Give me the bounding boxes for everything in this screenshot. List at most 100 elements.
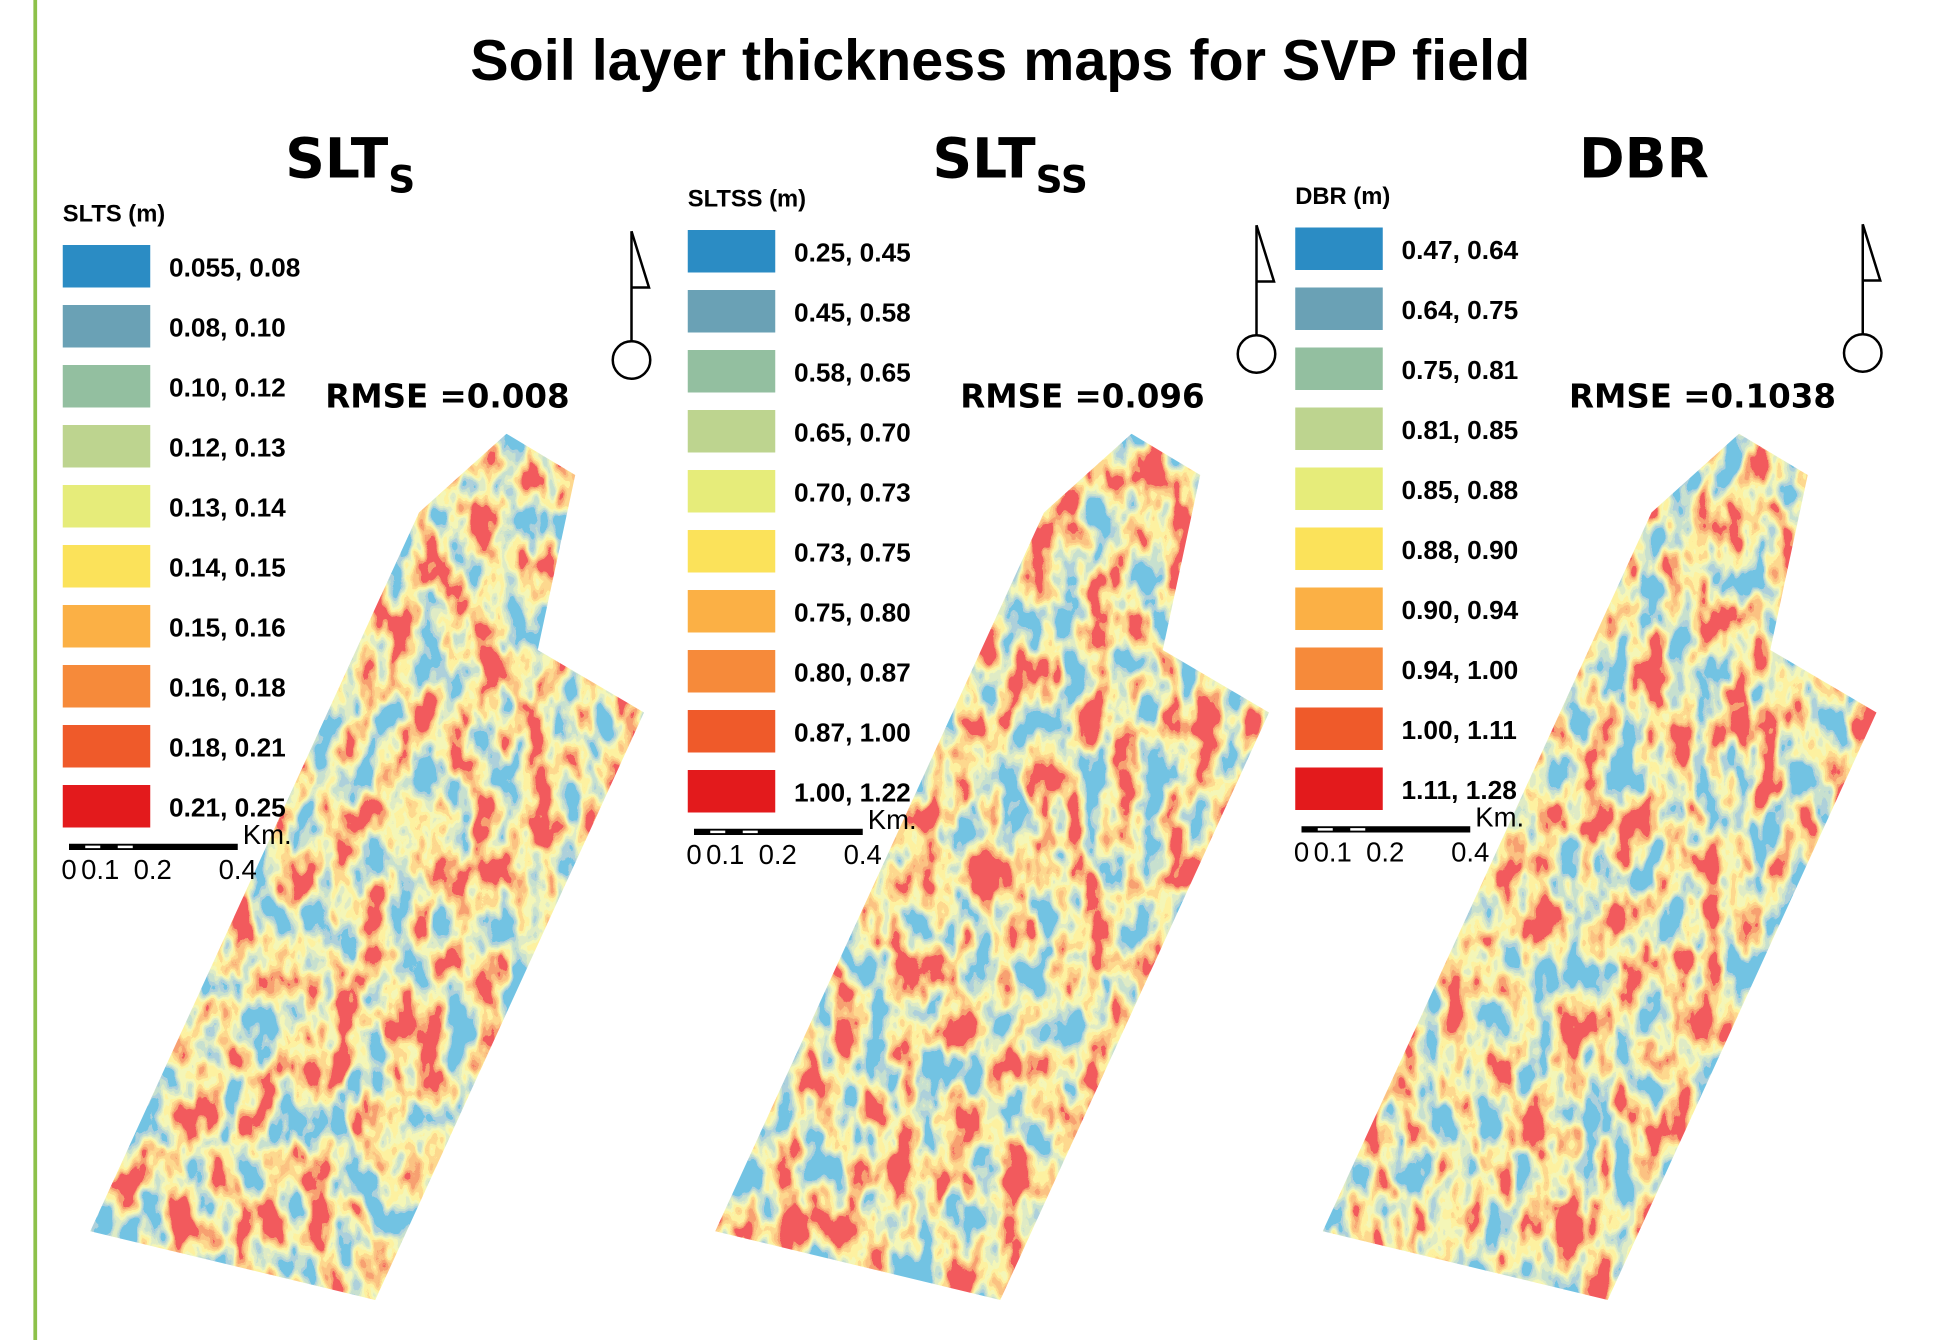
north-arrow-circle	[1844, 334, 1882, 372]
legend-swatch	[63, 305, 151, 348]
legend-title: SLTS (m)	[63, 200, 165, 227]
legend-label: 0.87, 1.00	[794, 717, 911, 747]
legend-label: 0.13, 0.14	[169, 492, 286, 522]
legend-swatch	[63, 785, 151, 828]
scale-label: 0	[61, 854, 76, 885]
legend-label: 0.055, 0.08	[169, 252, 300, 282]
legend-swatch	[63, 245, 151, 288]
legend-swatch	[688, 650, 776, 693]
figure-title: Soil layer thickness maps for SVP field	[470, 29, 1530, 93]
figure: Soil layer thickness maps for SVP field …	[0, 0, 1953, 1340]
legend-label: 0.70, 0.73	[794, 477, 911, 507]
scale-bar-gap	[118, 846, 133, 849]
legend-label: 0.88, 0.90	[1402, 535, 1519, 565]
scale-label: 0.2	[1366, 836, 1404, 867]
legend-swatch	[1295, 288, 1383, 331]
legend-label: 0.85, 0.88	[1402, 475, 1519, 505]
legend-swatch	[1295, 408, 1383, 451]
north-arrow-flag	[1257, 225, 1275, 281]
legend-swatch	[63, 425, 151, 468]
panel-heading: DBR	[1579, 127, 1709, 191]
legend-swatch	[1295, 468, 1383, 511]
scale-label: 0.1	[81, 854, 119, 885]
legend-label: 0.75, 0.81	[1402, 355, 1519, 385]
legend-label: 1.00, 1.11	[1402, 715, 1517, 745]
legend-swatch	[688, 710, 776, 753]
scale-label: 0.4	[219, 854, 257, 885]
scale-label: 0.4	[1451, 836, 1489, 867]
legend-label: 0.21, 0.25	[169, 792, 286, 822]
scale-bar-gap	[85, 846, 100, 849]
legend-swatch	[688, 530, 776, 573]
legend-label: 0.64, 0.75	[1402, 295, 1519, 325]
legend-swatch	[1295, 768, 1383, 811]
north-arrow-flag	[1863, 224, 1881, 280]
legend-label: 0.81, 0.85	[1402, 415, 1519, 445]
legend-swatch	[688, 230, 776, 273]
panel-heading: SLTS	[285, 127, 415, 202]
legend-label: 0.45, 0.58	[794, 297, 911, 327]
legend-swatch	[63, 545, 151, 588]
north-arrow-circle	[1238, 335, 1276, 373]
legend-label: 0.65, 0.70	[794, 417, 911, 447]
legend-swatch	[63, 485, 151, 528]
legend-label: 0.47, 0.64	[1402, 235, 1519, 265]
scale-unit: Km.	[868, 804, 917, 835]
legend-swatch	[688, 290, 776, 333]
legend-swatch	[1295, 528, 1383, 571]
legend-swatch	[1295, 348, 1383, 391]
legend-swatch	[1295, 588, 1383, 631]
legend-label: 0.14, 0.15	[169, 552, 286, 582]
scale-bar-gap	[1318, 828, 1333, 831]
scale-label: 0	[1294, 836, 1309, 867]
legend-swatch	[63, 605, 151, 648]
legend-label: 0.58, 0.65	[794, 357, 911, 387]
legend-label: 0.08, 0.10	[169, 312, 286, 342]
legend-label: 0.94, 1.00	[1402, 655, 1519, 685]
legend-label: 0.75, 0.80	[794, 597, 911, 627]
legend-label: 0.15, 0.16	[169, 612, 286, 642]
north-arrow-flag	[632, 231, 650, 287]
legend-swatch	[63, 665, 151, 708]
legend-title: DBR (m)	[1295, 183, 1390, 210]
legend-label: 0.90, 0.94	[1402, 595, 1519, 625]
legend-label: 0.18, 0.21	[169, 732, 286, 762]
scale-bar-gap	[710, 831, 725, 834]
scale-bar-gap	[743, 831, 758, 834]
panel-heading: SLTSS	[933, 127, 1088, 202]
scale-unit: Km.	[243, 819, 292, 850]
legend-swatch	[63, 365, 151, 408]
heading-text: DBR	[1579, 127, 1709, 191]
legend-label: 0.25, 0.45	[794, 237, 911, 267]
legend-label: 0.80, 0.87	[794, 657, 911, 687]
rmse-label: RMSE =0.096	[960, 378, 1204, 416]
legend-label: 1.00, 1.22	[794, 777, 911, 807]
field-map	[1308, 425, 1896, 1313]
scale-unit: Km.	[1475, 801, 1524, 832]
legend-swatch	[688, 590, 776, 633]
heading-text: SLT	[285, 127, 389, 191]
heading-subscript: S	[388, 158, 415, 202]
legend-label: 1.11, 1.28	[1402, 775, 1517, 805]
legend-swatch	[63, 725, 151, 768]
legend-swatch	[1295, 648, 1383, 691]
scale-label: 0.4	[844, 839, 882, 870]
scale-bar-gap	[1350, 828, 1365, 831]
north-arrow-circle	[613, 341, 651, 379]
legend-swatch	[1295, 708, 1383, 751]
heading-text: SLT	[933, 127, 1037, 191]
scale-label: 0.1	[706, 839, 744, 870]
legend-label: 0.12, 0.13	[169, 432, 286, 462]
legend-swatch	[1295, 228, 1383, 271]
scale-label: 0.2	[759, 839, 797, 870]
rmse-label: RMSE =0.008	[325, 378, 569, 416]
legend-title: SLTSS (m)	[688, 185, 806, 212]
rmse-label: RMSE =0.1038	[1569, 378, 1836, 416]
legend-swatch	[688, 770, 776, 813]
legend-swatch	[688, 470, 776, 513]
legend-label: 0.73, 0.75	[794, 537, 911, 567]
map-texture	[1308, 425, 1896, 1313]
legend-swatch	[688, 350, 776, 393]
scale-label: 0.1	[1314, 836, 1352, 867]
scale-label: 0.2	[134, 854, 172, 885]
